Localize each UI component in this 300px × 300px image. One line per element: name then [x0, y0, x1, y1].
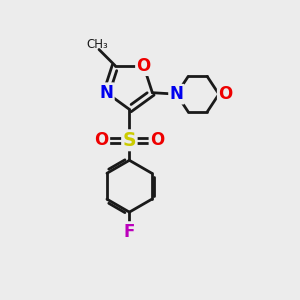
Text: O: O [150, 131, 164, 149]
Text: N: N [100, 84, 113, 102]
Text: S: S [123, 131, 136, 150]
Text: O: O [136, 57, 151, 75]
Text: CH₃: CH₃ [87, 38, 108, 51]
Text: N: N [169, 85, 183, 103]
Text: O: O [218, 85, 232, 103]
Text: F: F [124, 223, 135, 241]
Text: O: O [94, 131, 109, 149]
